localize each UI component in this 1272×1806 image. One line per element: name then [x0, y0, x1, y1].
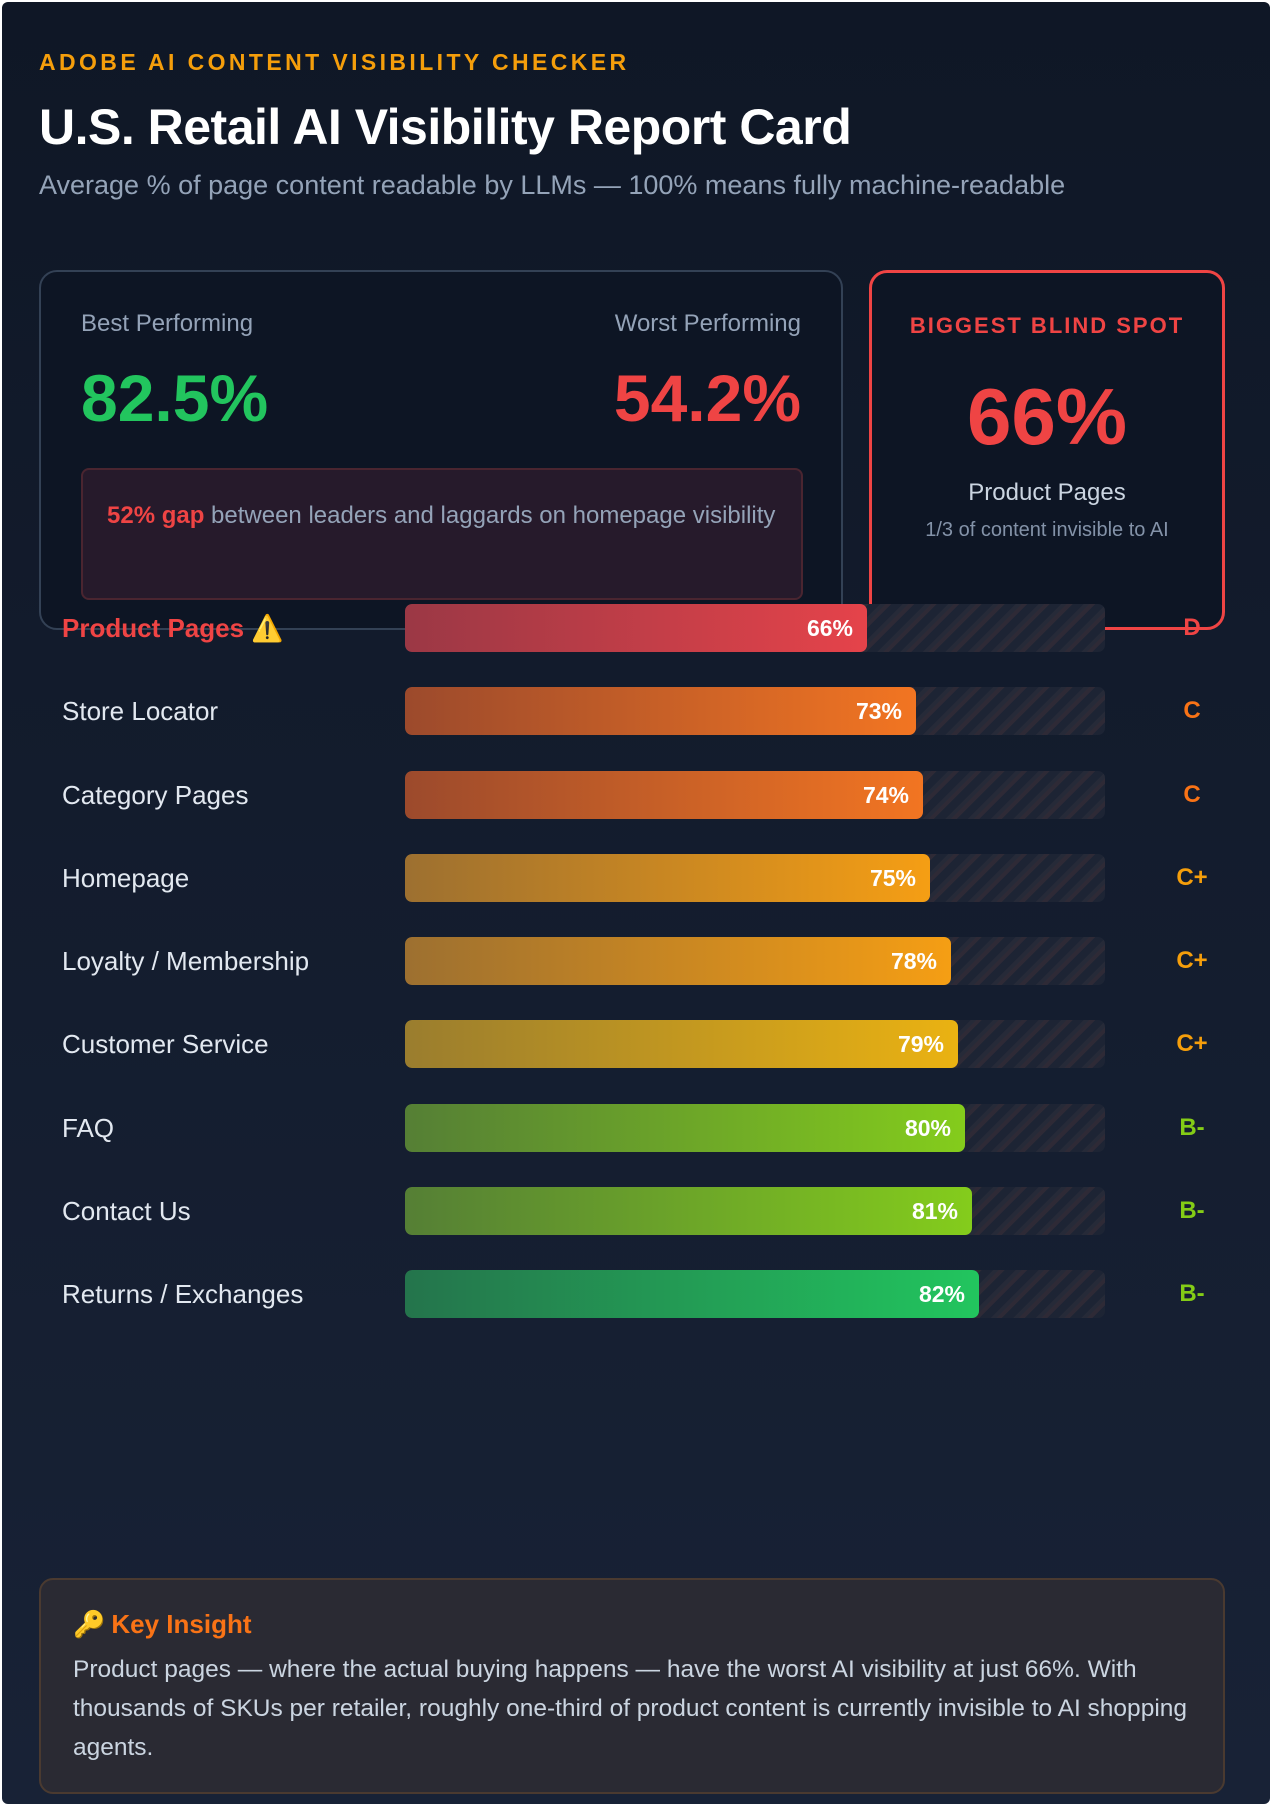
bar-fill: 82%: [405, 1270, 979, 1318]
key-insight-title: Key Insight: [111, 1609, 252, 1639]
gap-callout: 52% gap between leaders and laggards on …: [81, 468, 803, 600]
bar-track: 66%: [405, 604, 1105, 652]
category-label: Homepage: [62, 862, 190, 893]
bar-value-label: 81%: [911, 1197, 958, 1224]
chart-row: Category Pages 74% C: [2, 770, 1270, 819]
bar-value-label: 78%: [890, 948, 937, 974]
grade-label: B-: [1179, 1196, 1205, 1224]
category-label: Loyalty / Membership: [62, 946, 310, 976]
bar-fill: 81%: [405, 1186, 972, 1235]
bar-fill: 79%: [405, 1020, 958, 1069]
key-insight-heading: 🔑 Key Insight: [73, 1606, 1191, 1642]
chart-row: Homepage 75% C+: [2, 853, 1270, 902]
page-subtitle: Average % of page content readable by LL…: [39, 170, 1066, 200]
category-label: FAQ: [62, 1112, 115, 1143]
chart-row: Store Locator 73% C: [2, 687, 1270, 736]
blind-spot-value: 66%: [966, 372, 1128, 461]
chart-row: Loyalty / Membership 78% C+: [2, 937, 1270, 985]
bar-value-label: 75%: [869, 864, 916, 891]
bar-fill: 75%: [405, 853, 930, 902]
category-label: Returns / Exchanges: [62, 1279, 304, 1309]
grade-label: B-: [1179, 1113, 1205, 1141]
grade-label: C+: [1176, 947, 1208, 974]
bar-track: 75%: [405, 853, 1105, 902]
bar-track: 78%: [405, 937, 1105, 985]
bar-value-label: 74%: [862, 781, 909, 808]
key-icon: 🔑: [73, 1609, 106, 1639]
chart-row: Customer Service 79% C+: [2, 1020, 1270, 1069]
gap-text: between leaders and laggards on homepage…: [204, 502, 776, 529]
chart-row: Contact Us 81% B-: [2, 1186, 1270, 1235]
visibility-bar-chart: Product Pages ⚠️ 66% D Store Locator 73% C Cat…: [2, 2, 1270, 1562]
category-label: Category Pages: [62, 779, 249, 810]
grade-label: B-: [1179, 1280, 1205, 1307]
worst-performing-label: Worst Performing: [614, 310, 801, 337]
blind-spot-page: Product Pages: [968, 479, 1126, 506]
grade-label: D: [1183, 614, 1201, 641]
chart-row: Returns / Exchanges 82% B-: [2, 1270, 1270, 1318]
bar-value-label: 66%: [806, 615, 853, 641]
bar-fill: 73%: [405, 687, 916, 736]
chart-row: FAQ 80% B-: [2, 1103, 1270, 1152]
grade-label: C: [1183, 780, 1201, 808]
worst-performing-value: 54.2%: [613, 361, 801, 435]
blind-spot-card: BIGGEST BLIND SPOT 66% Product Pages 1/3…: [869, 270, 1225, 630]
key-insight-box: 🔑 Key Insight Product pages — where the a…: [39, 1578, 1225, 1794]
bar-value-label: 79%: [897, 1031, 944, 1058]
best-performing-label: Best Performing: [81, 310, 254, 337]
blind-spot-note: 1/3 of content invisible to AI: [925, 519, 1169, 541]
category-label: Customer Service: [62, 1029, 269, 1060]
grade-label: C+: [1176, 1030, 1208, 1058]
grade-label: C+: [1176, 863, 1208, 891]
bar-fill: 74%: [405, 770, 923, 819]
kicker-label: ADOBE AI CONTENT VISIBILITY CHECKER: [39, 49, 630, 75]
bar-track: 81%: [405, 1186, 1105, 1235]
bar-value-label: 80%: [904, 1114, 951, 1141]
bar-value-label: 82%: [918, 1281, 965, 1307]
best-worst-card: Best Performing Worst Performing 82.5% 5…: [39, 270, 843, 630]
category-label: Store Locator: [62, 696, 219, 727]
bar-fill: 78%: [405, 937, 951, 985]
best-performing-value: 82.5%: [81, 361, 269, 435]
category-label: Product Pages ⚠️: [62, 613, 284, 643]
chart-row: Product Pages ⚠️ 66% D: [2, 604, 1270, 652]
key-insight-text: Product pages — where the actual buying …: [73, 1656, 1188, 1761]
category-label: Contact Us: [62, 1195, 191, 1226]
gap-highlight: 52% gap: [107, 502, 205, 529]
bar-track: 82%: [405, 1270, 1105, 1318]
blind-spot-label: BIGGEST BLIND SPOT: [909, 313, 1185, 338]
bar-track: 80%: [405, 1103, 1105, 1152]
bar-fill: 80%: [405, 1103, 965, 1152]
bar-track: 73%: [405, 687, 1105, 736]
bar-track: 74%: [405, 770, 1105, 819]
bar-track: 79%: [405, 1020, 1105, 1069]
bar-value-label: 73%: [855, 698, 902, 725]
grade-label: C: [1183, 697, 1201, 725]
bar-fill: 66%: [405, 604, 867, 652]
page-title: U.S. Retail AI Visibility Report Card: [39, 99, 852, 155]
